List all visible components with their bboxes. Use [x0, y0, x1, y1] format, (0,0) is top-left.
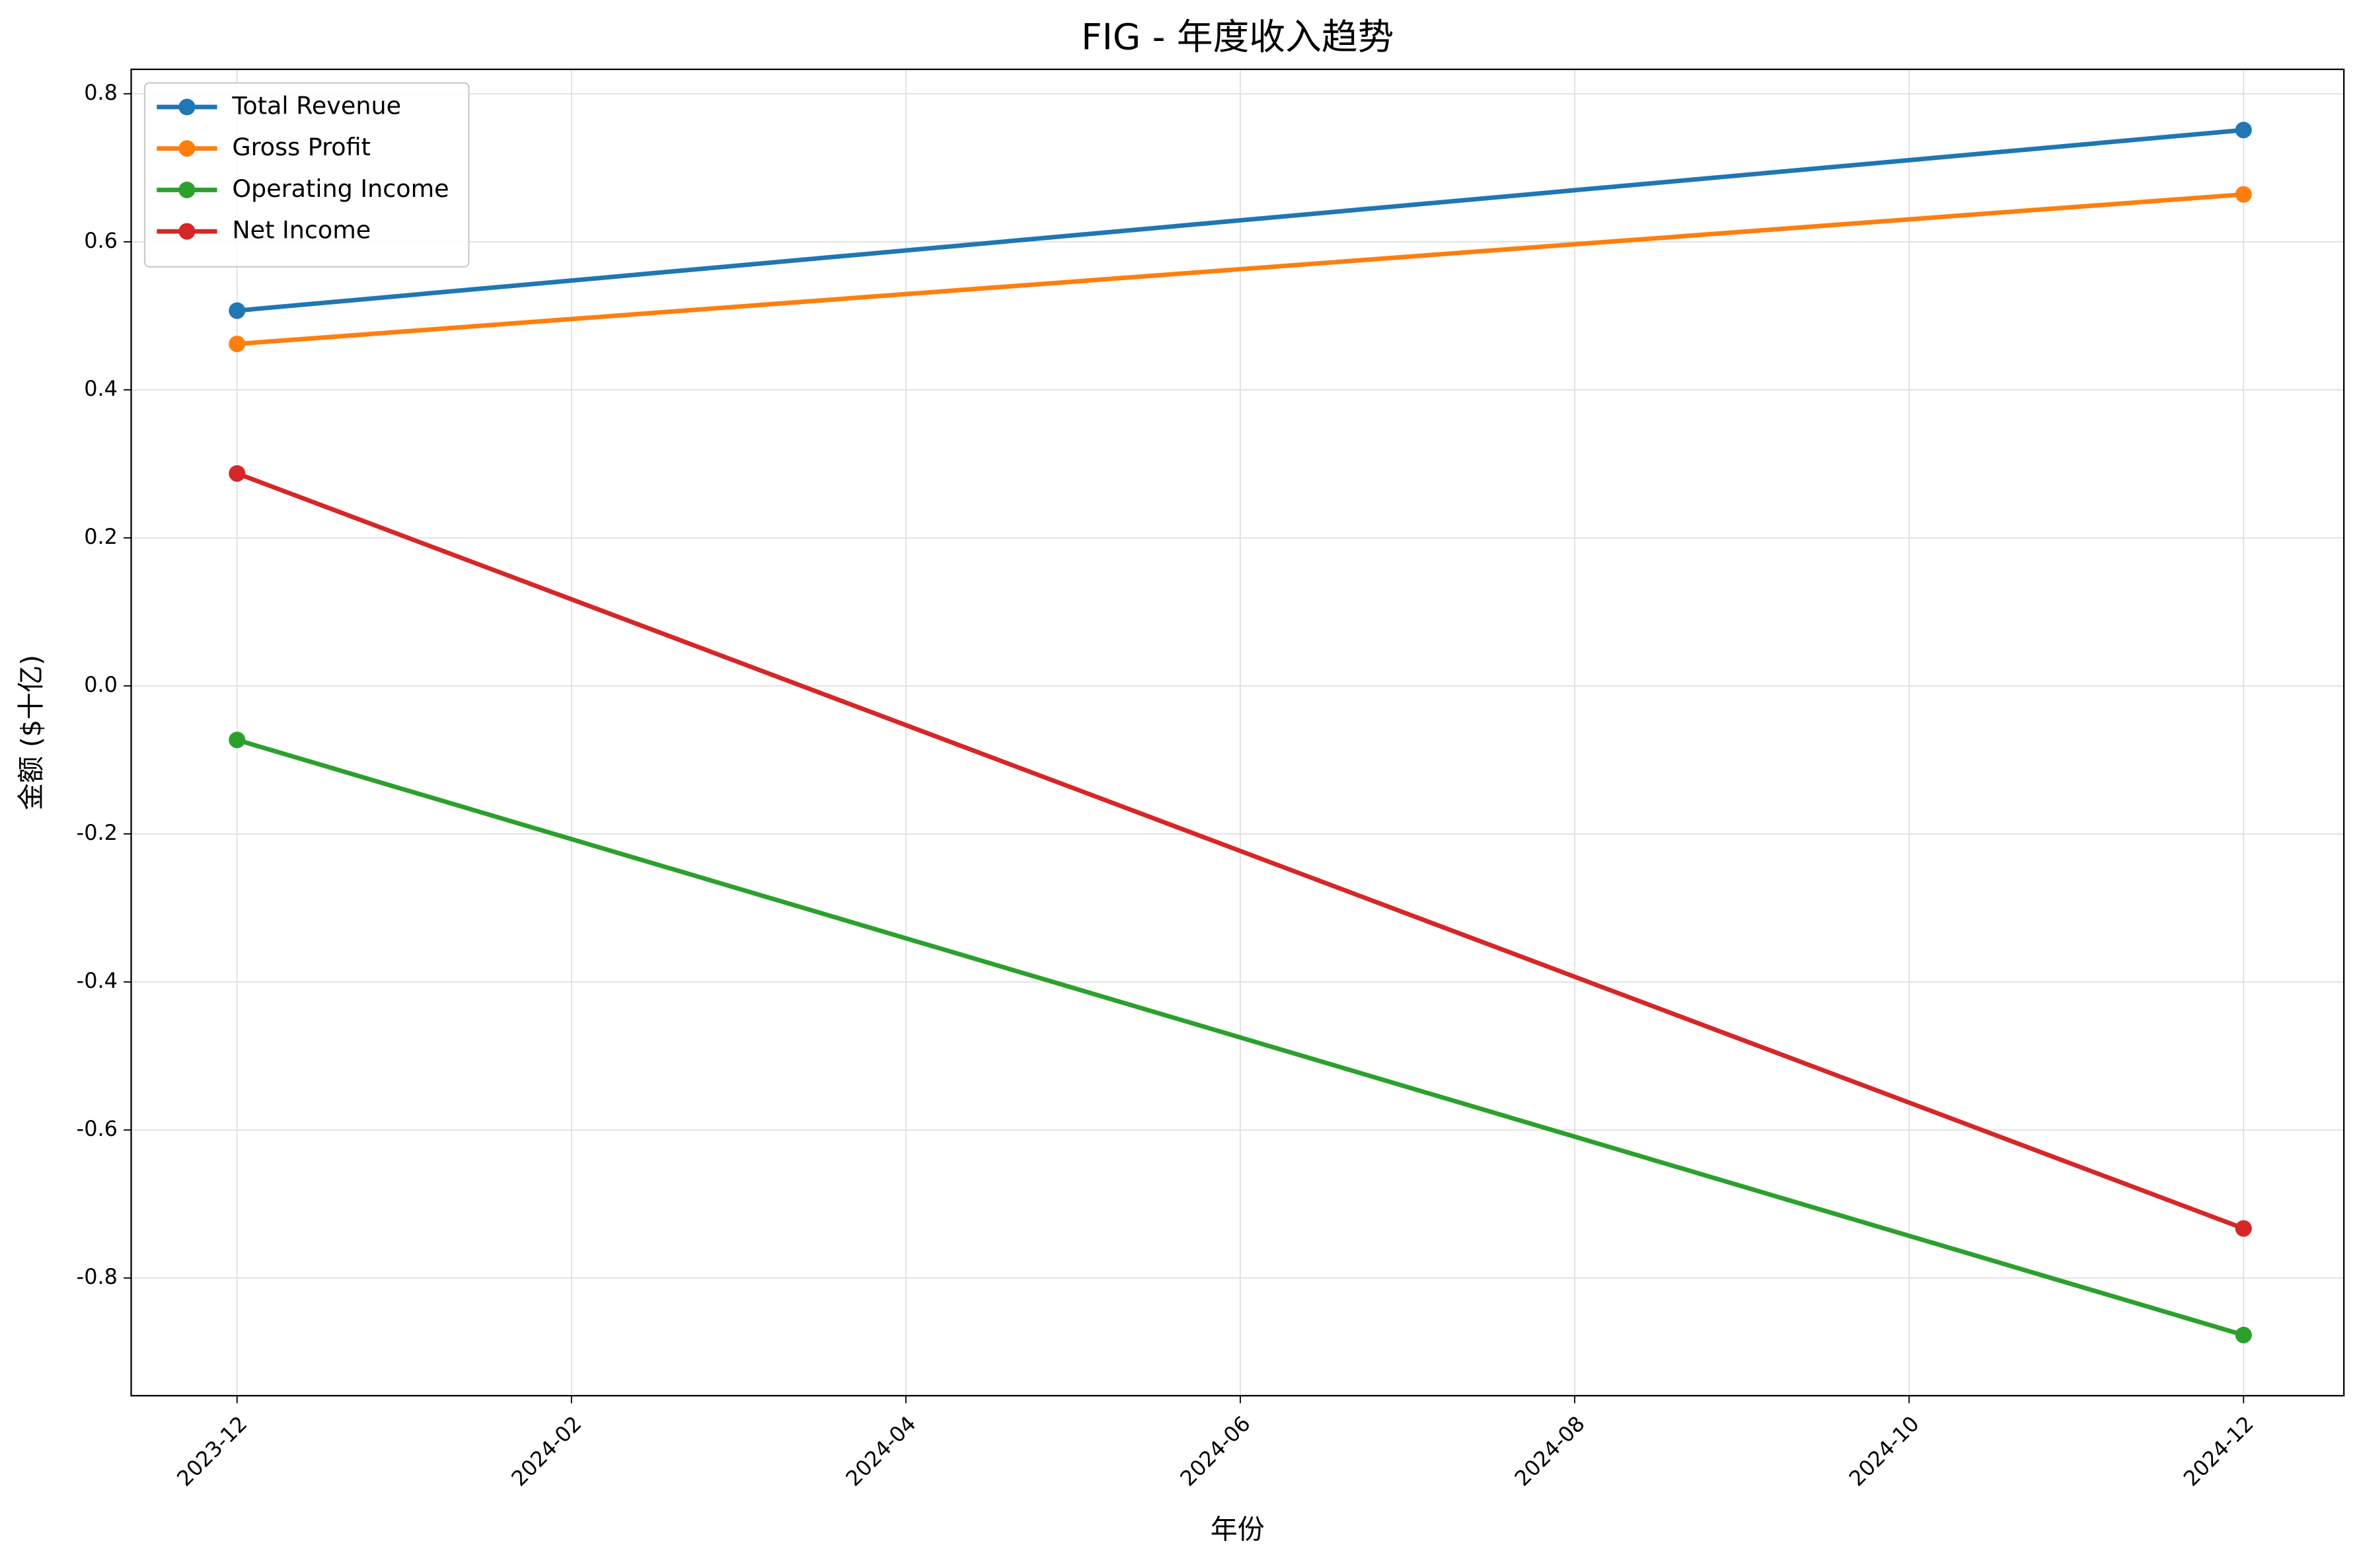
- data-point: [2235, 122, 2252, 139]
- y-tick-label: 0.8: [84, 80, 118, 105]
- data-point: [2235, 1220, 2252, 1237]
- legend-box: [143, 82, 470, 268]
- y-tick-label: -0.4: [77, 968, 118, 993]
- data-point: [229, 465, 246, 482]
- y-tick-label: -0.2: [77, 820, 118, 845]
- y-tick-label: 0.4: [84, 376, 118, 401]
- y-tick-label: -0.6: [77, 1116, 118, 1141]
- data-point: [229, 731, 246, 749]
- data-point: [2235, 186, 2252, 203]
- legend-marker: [178, 181, 196, 198]
- series-line: [236, 737, 2245, 1337]
- y-tick-label: 0.0: [84, 672, 118, 697]
- series-line: [237, 192, 2244, 346]
- legend-label: Operating Income: [232, 174, 449, 203]
- chart-title: FIG - 年度收入趋势: [1081, 15, 1394, 57]
- legend-marker: [178, 98, 196, 116]
- legend-marker: [178, 140, 196, 157]
- series-line: [237, 128, 2244, 313]
- legend-label: Gross Profit: [232, 133, 371, 161]
- y-axis-label: 金额 ($十亿): [15, 655, 47, 810]
- legend-label: Total Revenue: [231, 91, 401, 120]
- y-tick-label: 0.6: [84, 228, 118, 253]
- data-point: [2235, 1326, 2252, 1343]
- y-tick-label: 0.2: [84, 524, 118, 549]
- legend-marker: [178, 223, 196, 240]
- data-point: [229, 335, 246, 353]
- x-axis-label: 年份: [1211, 1514, 1265, 1546]
- plot-frame: [130, 68, 2345, 1397]
- series-line: [236, 471, 2245, 1231]
- y-tick-label: -0.8: [77, 1264, 118, 1289]
- legend-label: Net Income: [232, 216, 371, 244]
- data-point: [229, 302, 246, 319]
